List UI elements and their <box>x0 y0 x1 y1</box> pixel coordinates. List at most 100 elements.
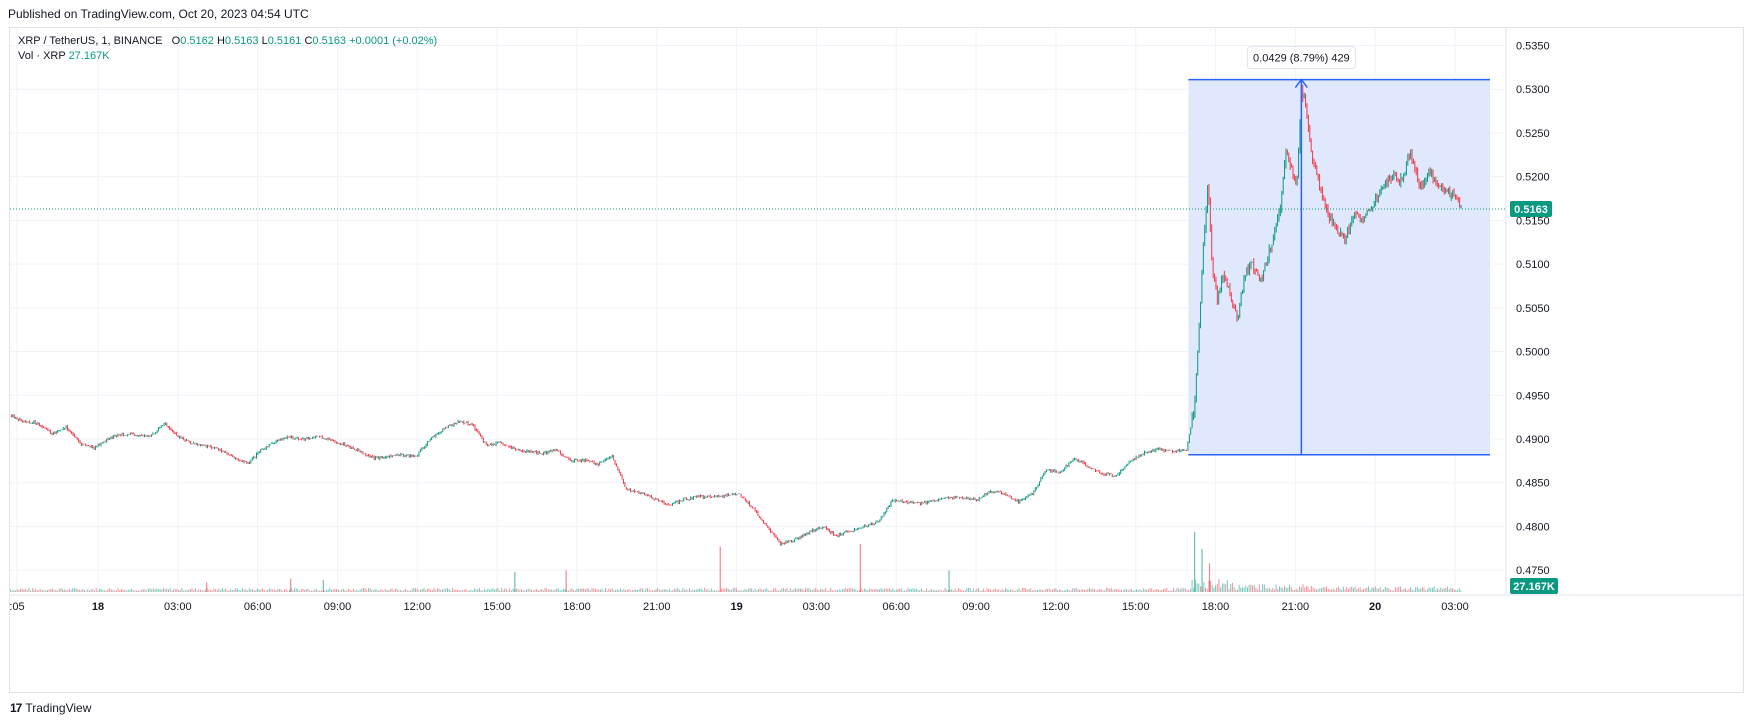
volume-bar <box>462 590 464 592</box>
volume-bar <box>1243 587 1245 592</box>
volume-bar <box>280 589 282 592</box>
volume-bar <box>653 590 655 592</box>
volume-bar <box>625 590 627 592</box>
volume-bar <box>339 590 341 592</box>
volume-bar <box>604 587 606 592</box>
volume-bar <box>1033 589 1035 592</box>
volume-bar <box>613 590 615 592</box>
volume-bar <box>1166 588 1168 592</box>
volume-bar <box>715 590 717 592</box>
volume-bar <box>576 588 578 592</box>
volume-bar <box>722 588 724 592</box>
volume-bar <box>902 590 904 592</box>
volume-bar <box>467 590 469 592</box>
volume-bar <box>289 589 291 592</box>
volume-bar <box>334 588 336 592</box>
volume-bar <box>937 590 939 592</box>
measure-tool[interactable]: 0.0429 (8.79%) 429 <box>1188 46 1490 456</box>
volume-bar <box>924 590 926 592</box>
volume-bar <box>100 588 102 592</box>
volume-bar <box>734 588 736 592</box>
volume-bar <box>1107 587 1109 592</box>
volume-bar <box>435 589 437 592</box>
volume-bar <box>1186 589 1188 592</box>
volume-bar <box>1089 587 1091 592</box>
volume-bar <box>709 590 711 592</box>
low-label: L <box>261 35 268 47</box>
volume-bar <box>821 589 823 592</box>
volume-label[interactable]: Vol · XRP <box>18 50 66 62</box>
x-tick-label: 06:00 <box>244 601 272 613</box>
price-axis[interactable]: 0.5350 0.5300 0.5250 0.5200 0.5150 0.5100 0.50… <box>1505 28 1558 595</box>
volume-bar <box>406 590 408 592</box>
volume-bar <box>60 588 62 592</box>
footer-brand[interactable]: 17 TradingView <box>10 701 91 715</box>
volume-bar <box>438 588 440 592</box>
volume-bar <box>386 590 388 592</box>
volume-bar <box>470 589 472 592</box>
volume-bar <box>515 588 517 592</box>
measure-label: 0.0429 (8.79%) 429 <box>1253 53 1350 65</box>
volume-bar <box>1134 590 1136 592</box>
volume-bar <box>1120 589 1122 592</box>
measure-label-box <box>1246 46 1356 70</box>
volume-bar <box>1267 588 1269 592</box>
volume-bar <box>1189 588 1191 592</box>
chart-frame[interactable] <box>9 27 1744 693</box>
volume-bar <box>1331 589 1333 592</box>
volume-bar <box>1416 587 1418 592</box>
volume-bar <box>1152 590 1154 592</box>
volume-bar <box>77 589 79 592</box>
volume-bar <box>1031 590 1033 592</box>
volume-bar <box>120 589 122 592</box>
volume-bar <box>67 590 69 592</box>
volume-bar <box>1149 587 1151 592</box>
x-tick-label: 21:00 <box>1282 601 1310 613</box>
volume-bar <box>549 589 551 592</box>
time-axis[interactable]: :05 18 03:00 06:00 09:00 12:00 15:00 18:00 21:00… <box>9 594 1744 613</box>
volume-bar <box>119 590 121 592</box>
volume-bar <box>1010 589 1012 592</box>
volume-bar <box>1289 584 1291 592</box>
volume-bar <box>139 590 141 592</box>
volume-bar <box>959 589 961 592</box>
volume-bar <box>452 587 454 592</box>
volume-spike <box>1208 563 1211 592</box>
volume-bar <box>1334 589 1336 592</box>
volume-bar <box>1164 588 1166 592</box>
y-tick-label: 0.5350 <box>1516 40 1550 52</box>
volume-bar <box>606 590 608 592</box>
symbol-name[interactable]: XRP / TetherUS, 1, BINANCE <box>18 35 163 47</box>
volume-bar <box>603 590 605 592</box>
volume-bar <box>687 590 689 592</box>
volume-bar <box>253 590 255 592</box>
volume-bar <box>700 588 702 592</box>
volume-bar <box>717 590 719 592</box>
volume-bar <box>418 590 420 592</box>
volume-bar <box>1159 589 1161 592</box>
volume-bar <box>110 589 112 592</box>
volume-bar <box>1038 589 1040 592</box>
volume-bar <box>835 589 837 592</box>
volume-bar <box>404 589 406 592</box>
volume-bar <box>341 589 343 592</box>
volume-bar <box>1282 588 1284 592</box>
volume-bar <box>663 589 665 592</box>
volume-bar <box>167 589 169 592</box>
volume-bar <box>1366 587 1368 592</box>
volume-bar <box>426 588 428 592</box>
volume-bar <box>349 589 351 592</box>
volume-bar <box>408 590 410 592</box>
volume-bar <box>867 590 869 592</box>
volume-bar <box>1315 589 1317 592</box>
volume-bar <box>164 588 166 592</box>
tradingview-brand-text: TradingView <box>25 701 92 715</box>
volume-bar <box>1085 589 1087 592</box>
volume-bar <box>673 588 675 592</box>
volume-bar <box>238 590 240 592</box>
volume-bar <box>1141 590 1143 592</box>
volume-bar <box>779 590 781 592</box>
volume-bar <box>487 588 489 592</box>
measure-region[interactable] <box>1188 79 1490 455</box>
